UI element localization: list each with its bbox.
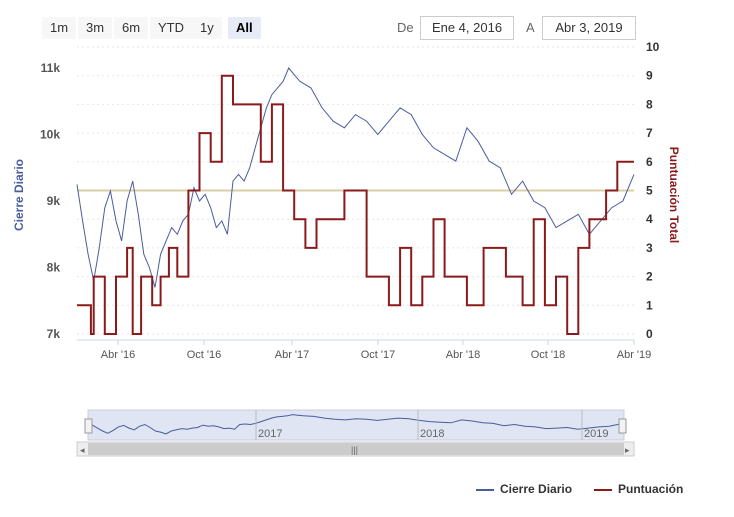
series-puntuacion-line xyxy=(77,74,634,335)
range-all-button[interactable]: All xyxy=(228,17,261,39)
x-axis-ticks: Abr '16 Oct '16 Abr '17 Oct '17 Abr '18 Oct '… xyxy=(101,340,652,361)
scrollbar[interactable]: ◂ ▸ ||| xyxy=(76,441,635,457)
left-tick-label: 7k xyxy=(47,327,61,341)
x-tick-label: Oct '16 xyxy=(187,349,222,361)
legend-label: Cierre Diario xyxy=(500,482,573,496)
scroll-right-icon[interactable]: ▸ xyxy=(625,445,630,455)
main-chart: 7k 8k 9k 10k 11k 0 1 2 3 4 5 6 7 8 9 10 Abr '16 Oct '16… xyxy=(12,40,681,457)
scroll-left-icon[interactable]: ◂ xyxy=(80,445,85,455)
to-date-label: A xyxy=(526,20,535,35)
right-axis-title: Puntuación Total xyxy=(667,147,681,243)
range-ytd-button[interactable]: YTD xyxy=(150,17,192,39)
right-tick-label: 3 xyxy=(646,241,653,255)
range-3m-button[interactable]: 3m xyxy=(78,17,113,39)
navigator-series-line xyxy=(91,414,621,435)
right-tick-label: 2 xyxy=(646,270,653,284)
x-tick-label: Abr '16 xyxy=(101,349,136,361)
left-tick-label: 10k xyxy=(40,128,60,142)
right-tick-label: 1 xyxy=(646,298,653,312)
right-tick-label: 6 xyxy=(646,155,653,169)
left-axis-ticks: 7k 8k 9k 10k 11k xyxy=(40,61,60,341)
navigator[interactable]: 2017 2018 2019 xyxy=(84,409,627,441)
legend-label: Puntuación xyxy=(618,482,684,496)
navigator-label-2018: 2018 xyxy=(420,428,444,440)
right-tick-label: 5 xyxy=(646,184,653,198)
left-tick-label: 11k xyxy=(41,61,61,75)
legend-item-puntuacion[interactable]: Puntuación xyxy=(594,482,683,496)
scrollbar-thumb[interactable] xyxy=(88,443,624,455)
left-tick-label: 8k xyxy=(47,261,61,275)
range-6m-button[interactable]: 6m xyxy=(114,17,149,39)
right-tick-label: 9 xyxy=(646,69,653,83)
legend-item-cierre-diario[interactable]: Cierre Diario xyxy=(476,482,572,496)
navigator-label-2017: 2017 xyxy=(258,428,282,440)
right-tick-label: 0 xyxy=(646,327,653,341)
navigator-label-2019: 2019 xyxy=(584,428,608,440)
x-tick-label: Abr '17 xyxy=(275,349,310,361)
left-tick-label: 9k xyxy=(47,194,61,208)
from-date-label: De xyxy=(397,20,414,35)
x-tick-label: Abr '18 xyxy=(446,349,481,361)
right-tick-label: 10 xyxy=(646,40,660,54)
chart-grid xyxy=(77,46,634,341)
legend-swatch-icon xyxy=(594,488,612,491)
navigator-left-handle[interactable] xyxy=(84,418,93,434)
right-tick-label: 7 xyxy=(646,126,653,140)
x-tick-label: Abr '19 xyxy=(617,349,652,361)
from-date-input[interactable]: Ene 4, 2016 xyxy=(420,16,514,40)
right-axis-ticks: 0 1 2 3 4 5 6 7 8 9 10 xyxy=(646,40,660,341)
series-cierre-diario-line xyxy=(76,67,635,288)
left-axis-title: Cierre Diario xyxy=(12,159,26,231)
x-tick-label: Oct '18 xyxy=(531,349,566,361)
right-tick-label: 8 xyxy=(646,97,653,111)
right-tick-label: 4 xyxy=(646,212,653,226)
scrollbar-grip-icon: ||| xyxy=(351,445,358,455)
x-tick-label: Oct '17 xyxy=(361,349,396,361)
range-1y-button[interactable]: 1y xyxy=(192,17,222,39)
range-1m-button[interactable]: 1m xyxy=(42,17,77,39)
to-date-input[interactable]: Abr 3, 2019 xyxy=(542,16,636,40)
navigator-right-handle[interactable] xyxy=(618,418,627,434)
legend-swatch-icon xyxy=(476,488,494,491)
